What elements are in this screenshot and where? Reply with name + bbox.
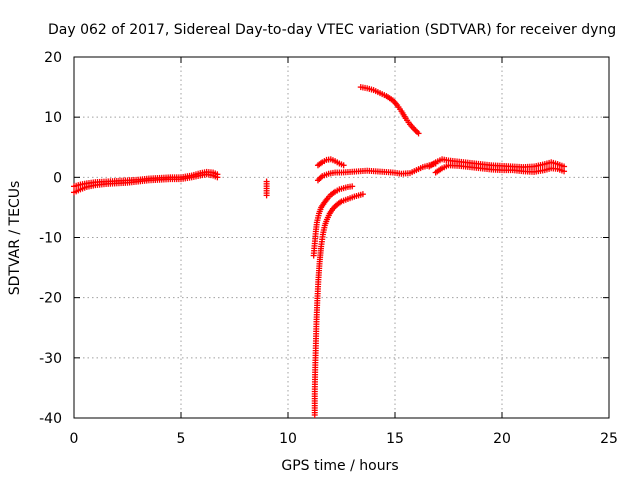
x-tick-label: 15 <box>386 431 404 447</box>
x-tick-label: 10 <box>279 431 297 447</box>
y-tick-label: -20 <box>39 291 62 307</box>
y-tick-label: 10 <box>44 110 62 126</box>
x-tick-label: 5 <box>177 431 186 447</box>
data-point <box>214 171 221 178</box>
x-axis-label: GPS time / hours <box>281 458 398 474</box>
plot-frame <box>73 56 610 419</box>
data-points <box>71 84 568 418</box>
data-point <box>340 162 347 169</box>
y-tick-label: -40 <box>39 411 62 427</box>
data-point <box>561 168 568 175</box>
data-point <box>349 183 356 190</box>
x-tick-label: 20 <box>493 431 511 447</box>
tick-labels: 0 5 10 15 20 25 -40 -30 -20 -10 0 10 20 <box>39 50 618 447</box>
x-tick-label: 0 <box>70 431 79 447</box>
data-point <box>415 130 422 137</box>
y-tick-label: 0 <box>53 170 62 186</box>
y-tick-label: 20 <box>44 50 62 66</box>
data-point <box>359 191 366 198</box>
y-tick-label: -30 <box>39 351 62 367</box>
grid <box>74 57 609 418</box>
data-point <box>263 192 270 199</box>
y-tick-label: -10 <box>39 231 62 247</box>
y-axis-label: SDTVAR / TECUs <box>7 181 23 296</box>
chart-title: Day 062 of 2017, Sidereal Day-to-day VTE… <box>48 22 616 38</box>
x-tick-label: 25 <box>600 431 618 447</box>
